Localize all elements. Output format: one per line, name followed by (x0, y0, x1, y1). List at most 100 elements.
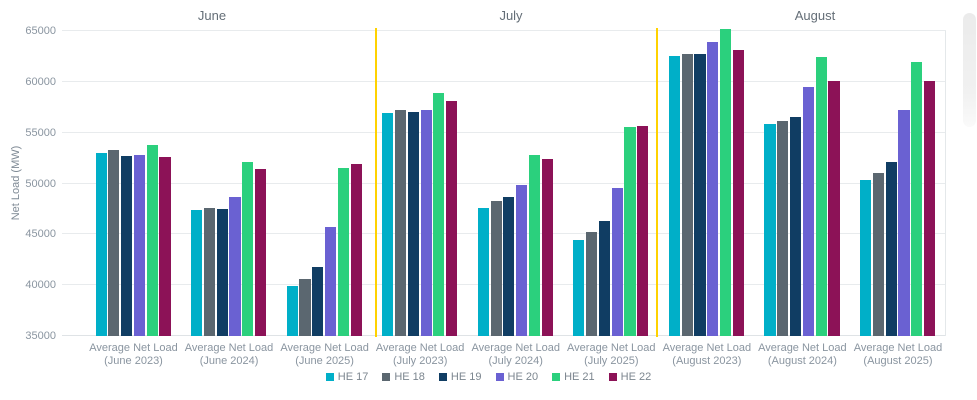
gridline-65000 (62, 30, 946, 31)
bar-he-21[interactable] (624, 126, 636, 336)
legend-item-he-17[interactable]: HE 17 (325, 371, 368, 383)
bar-he-18[interactable] (203, 207, 216, 336)
y-tick-label: 55000 (25, 126, 56, 139)
category-label-line2: (June 2023) (104, 355, 163, 367)
legend-item-he-21[interactable]: HE 21 (552, 371, 595, 383)
y-tick-label: 40000 (25, 279, 56, 292)
month-divider-line (374, 28, 377, 337)
bar-he-18[interactable] (108, 149, 120, 336)
bar-he-17[interactable] (764, 123, 776, 336)
bar-he-20[interactable] (420, 109, 432, 336)
gridline-55000 (62, 131, 946, 133)
scrollbar-thumb[interactable] (963, 13, 976, 127)
bar-he-17[interactable] (477, 207, 489, 336)
bar-he-17[interactable] (382, 113, 394, 336)
bar-he-20[interactable] (516, 184, 528, 336)
bar-he-19[interactable] (885, 162, 897, 336)
bar-he-17[interactable] (859, 180, 872, 336)
category-label-line2: (August 2024) (767, 355, 837, 367)
bar-he-18[interactable] (586, 232, 598, 336)
category-label-line2: (July 2024) (488, 355, 543, 367)
month-divider-line (655, 28, 658, 337)
bar-he-18[interactable] (299, 279, 311, 336)
bar-he-20[interactable] (611, 187, 623, 336)
bar-cluster-august-2025 (859, 31, 936, 336)
bar-he-22[interactable] (923, 81, 936, 336)
bar-he-20[interactable] (898, 110, 910, 336)
bar-he-22[interactable] (254, 168, 267, 336)
legend-item-he-22[interactable]: HE 22 (608, 371, 652, 383)
legend-swatch-icon (382, 373, 391, 381)
category-label-line2: (August 2023) (672, 355, 742, 367)
bar-he-18[interactable] (490, 200, 502, 336)
bar-he-17[interactable] (191, 209, 203, 336)
bar-he-21[interactable] (337, 168, 349, 336)
bar-he-19[interactable] (503, 196, 515, 336)
legend-swatch-icon (495, 373, 504, 381)
bar-he-19[interactable] (598, 221, 611, 336)
legend-swatch-icon (552, 373, 561, 381)
bar-he-22[interactable] (159, 156, 171, 336)
bar-cluster-august-2023 (668, 28, 744, 336)
gridline-50000 (62, 182, 946, 184)
bar-he-20[interactable] (229, 196, 241, 336)
bar-he-20[interactable] (707, 41, 719, 336)
bar-cluster-july-2025 (573, 31, 649, 336)
bar-he-22[interactable] (828, 81, 840, 336)
y-tick-label: 65000 (25, 25, 56, 37)
bar-he-18[interactable] (394, 109, 407, 336)
bar-he-17[interactable] (95, 152, 107, 336)
bar-he-22[interactable] (732, 50, 744, 336)
bar-he-22[interactable] (446, 101, 458, 336)
bar-he-20[interactable] (324, 226, 337, 336)
bar-he-20[interactable] (133, 155, 146, 336)
bar-he-17[interactable] (668, 56, 681, 336)
category-label: Average Net Load (July 2024) (456, 342, 576, 368)
bar-he-19[interactable] (312, 266, 324, 336)
bar-cluster-june-2024 (191, 31, 267, 336)
bar-cluster-july-2023 (382, 31, 458, 336)
bar-he-18[interactable] (872, 173, 884, 336)
bar-he-19[interactable] (694, 54, 706, 336)
legend-label: HE 19 (450, 371, 482, 383)
legend-label: HE 21 (564, 371, 595, 383)
bar-he-19[interactable] (121, 155, 133, 336)
bar-he-19[interactable] (789, 117, 802, 336)
month-label-august: August (794, 8, 836, 23)
bar-he-17[interactable] (286, 285, 298, 336)
legend-swatch-icon (325, 373, 334, 381)
gridline-60000 (62, 80, 946, 82)
bar-he-19[interactable] (216, 208, 228, 336)
bar-he-21[interactable] (433, 93, 445, 336)
bar-he-21[interactable] (719, 28, 732, 336)
bar-he-22[interactable] (541, 159, 553, 336)
category-label-line1: Average Net Load (662, 342, 752, 354)
bar-he-21[interactable] (146, 145, 158, 336)
category-label-line2: (July 2023) (392, 355, 448, 367)
bar-he-18[interactable] (681, 54, 693, 336)
bar-he-21[interactable] (911, 62, 923, 336)
legend-item-he-19[interactable]: HE 19 (438, 371, 482, 383)
category-label-line1: Average Net Load (280, 342, 369, 354)
bar-he-22[interactable] (350, 163, 362, 336)
bar-he-17[interactable] (573, 239, 585, 336)
month-label-july: July (499, 8, 523, 23)
legend-item-he-18[interactable]: HE 18 (382, 371, 425, 383)
legend-item-he-20[interactable]: HE 20 (495, 371, 539, 383)
bar-cluster-august-2024 (764, 31, 840, 336)
category-label-line1: Average Net Load (567, 342, 656, 354)
legend-label: HE 20 (507, 371, 539, 383)
category-label-line1: Average Net Load (375, 342, 465, 354)
bar-he-19[interactable] (407, 112, 419, 336)
plot-right-border (945, 31, 946, 336)
category-label: Average Net Load (June 2025) (265, 342, 385, 368)
category-label: Average Net Load (August 2024) (742, 342, 862, 368)
bar-he-21[interactable] (528, 154, 541, 336)
legend-label: HE 22 (620, 371, 652, 383)
bar-he-20[interactable] (802, 87, 814, 336)
bar-he-22[interactable] (637, 125, 649, 336)
bar-he-18[interactable] (777, 121, 789, 336)
bar-he-21[interactable] (242, 161, 254, 336)
bar-he-21[interactable] (815, 57, 827, 336)
legend: HE 17 HE 18 HE 19 HE 20 HE 21 HE 22 (0, 369, 977, 385)
